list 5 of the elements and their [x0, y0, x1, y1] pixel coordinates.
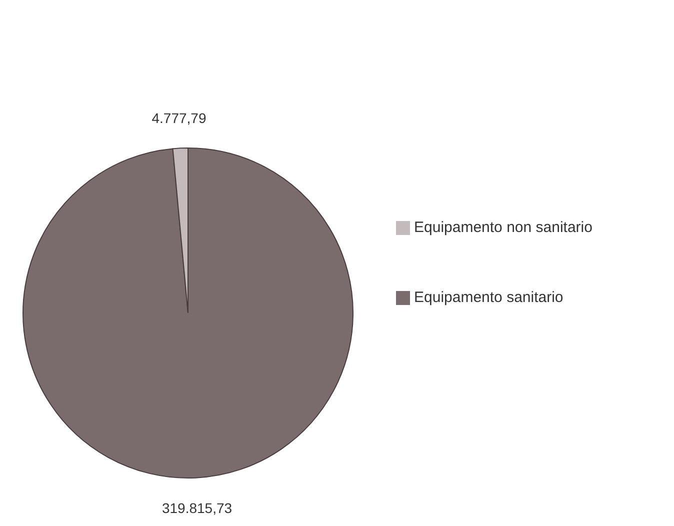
legend-label: Equipamento sanitario	[414, 289, 564, 306]
legend-label: Equipamento non sanitario	[414, 219, 592, 236]
data-label: 319.815,73	[162, 500, 232, 516]
pie-slice	[22, 148, 354, 478]
data-label: 4.777,79	[152, 110, 206, 126]
